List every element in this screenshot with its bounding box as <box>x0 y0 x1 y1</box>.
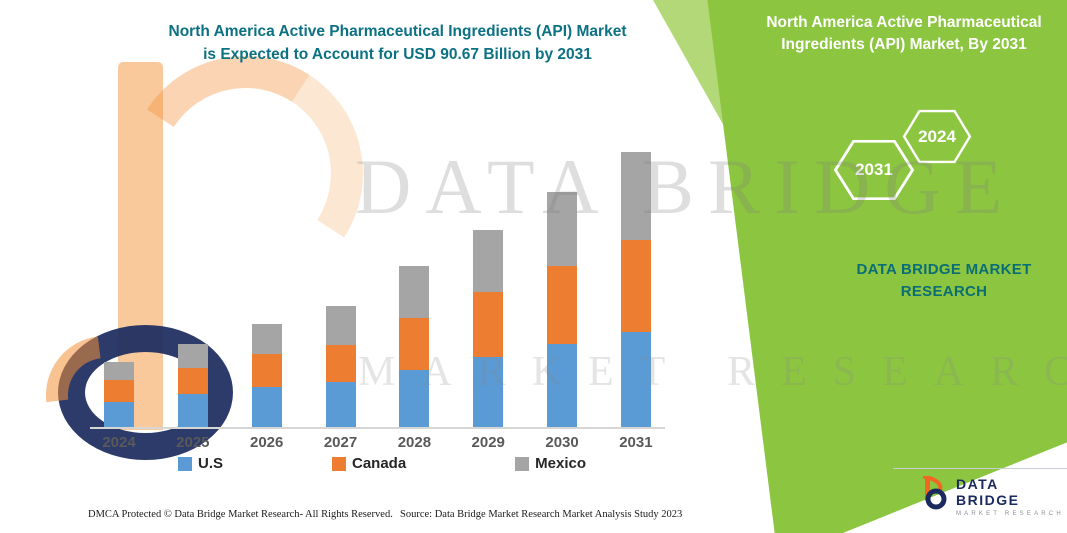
logo-divider <box>893 468 1067 469</box>
bar-segment-u.s <box>473 356 504 427</box>
bar-segment-u.s <box>325 382 356 427</box>
legend-item-canada: Canada <box>331 455 407 472</box>
x-axis-label: 2029 <box>471 434 505 451</box>
hexagon-year-label: 2031 <box>855 160 893 179</box>
bar-segment-u.s <box>399 370 430 427</box>
bar-segment-mexico <box>399 266 430 319</box>
chart-title-line1: North America Active Pharmaceutical Ingr… <box>168 23 627 40</box>
bar-2029 <box>473 230 504 427</box>
bar-2031 <box>620 152 651 427</box>
company-logo-name: DATA BRIDGE <box>955 476 1020 508</box>
bar-segment-mexico <box>620 152 651 241</box>
hexagon-outline-icon <box>902 109 972 164</box>
x-axis-label: 2025 <box>176 434 210 451</box>
panel-title: North America Active Pharmaceutical Ingr… <box>748 12 1060 56</box>
bar-segment-canada <box>399 318 430 370</box>
chart-legend: U.S Canada Mexico <box>178 455 586 472</box>
x-axis-label: 2028 <box>397 434 432 451</box>
bar-segment-canada <box>251 353 282 387</box>
footer-dmca-text: DMCA Protected © Data Bridge Market Rese… <box>88 509 393 520</box>
hexagon-badge-2031: 2031 <box>833 139 915 201</box>
bar-2024 <box>104 362 134 427</box>
bar-2026 <box>251 323 282 427</box>
bar-segment-canada <box>473 292 504 357</box>
bar-segment-canada <box>620 240 651 333</box>
legend-label: Mexico <box>535 455 586 472</box>
x-axis-label: 2026 <box>250 434 284 451</box>
bar-segment-u.s <box>177 393 208 427</box>
bar-segment-canada <box>104 380 134 403</box>
bar-segment-u.s <box>104 402 134 427</box>
x-axis-label: 2031 <box>619 434 653 451</box>
bar-segment-mexico <box>325 306 356 346</box>
legend-marker-icon <box>331 456 346 471</box>
bar-segment-canada <box>177 367 208 394</box>
company-logo-tagline: MARKET RESEARCH <box>955 511 1064 517</box>
bar-segment-mexico <box>473 230 504 293</box>
footer-source-text: Source: Data Bridge Market Research Mark… <box>400 509 683 520</box>
hexagon-year-label: 2024 <box>918 126 956 146</box>
company-logo-text: DATA BRIDGE MARKET RESEARCH <box>956 476 1067 517</box>
brand-line2: RESEARCH <box>900 283 988 300</box>
bar-segment-mexico <box>547 192 578 267</box>
bar-segment-mexico <box>177 343 208 368</box>
company-logo-b-icon <box>922 476 947 510</box>
bar-segment-u.s <box>251 387 282 427</box>
legend-marker-icon <box>178 456 192 471</box>
x-axis-label: 2024 <box>102 434 136 451</box>
panel-title-line1: North America Active Pharmaceutical <box>766 14 1042 31</box>
bar-segment-u.s <box>620 332 651 427</box>
legend-label: U.S <box>198 455 224 472</box>
bar-2025 <box>177 343 208 427</box>
brand-line1: DATA BRIDGE MARKET <box>856 261 1032 278</box>
chart-title-line2: is Expected to Account for USD 90.67 Bil… <box>203 46 592 63</box>
bar-segment-mexico <box>104 362 134 381</box>
chart-plot <box>90 135 665 429</box>
legend-item-mexico: Mexico <box>515 455 586 472</box>
bar-2030 <box>547 192 578 427</box>
legend-label: Canada <box>351 455 407 472</box>
hexagon-outline-icon <box>833 139 915 201</box>
company-logo: DATA BRIDGE MARKET RESEARCH <box>922 476 1067 517</box>
bar-segment-u.s <box>547 343 578 427</box>
panel-title-line2: Ingredients (API) Market, By 2031 <box>781 36 1027 53</box>
x-axis-label: 2030 <box>545 434 579 451</box>
bar-segment-mexico <box>251 323 282 354</box>
bar-2028 <box>399 266 430 427</box>
bar-2027 <box>325 306 356 427</box>
brand-wordmark: DATA BRIDGE MARKET RESEARCH <box>800 259 1067 303</box>
bar-segment-canada <box>547 266 578 344</box>
chart-xlabels: 2024 2025 2026 2027 2028 2029 2030 2031 <box>90 434 665 451</box>
legend-marker-icon <box>515 456 530 471</box>
bar-segment-canada <box>325 345 356 383</box>
chart-title: North America Active Pharmaceutical Ingr… <box>110 20 685 66</box>
legend-item-u.s: U.S <box>178 455 223 472</box>
hexagon-badge-2024: 2024 <box>902 109 972 164</box>
x-axis-label: 2027 <box>323 434 358 451</box>
